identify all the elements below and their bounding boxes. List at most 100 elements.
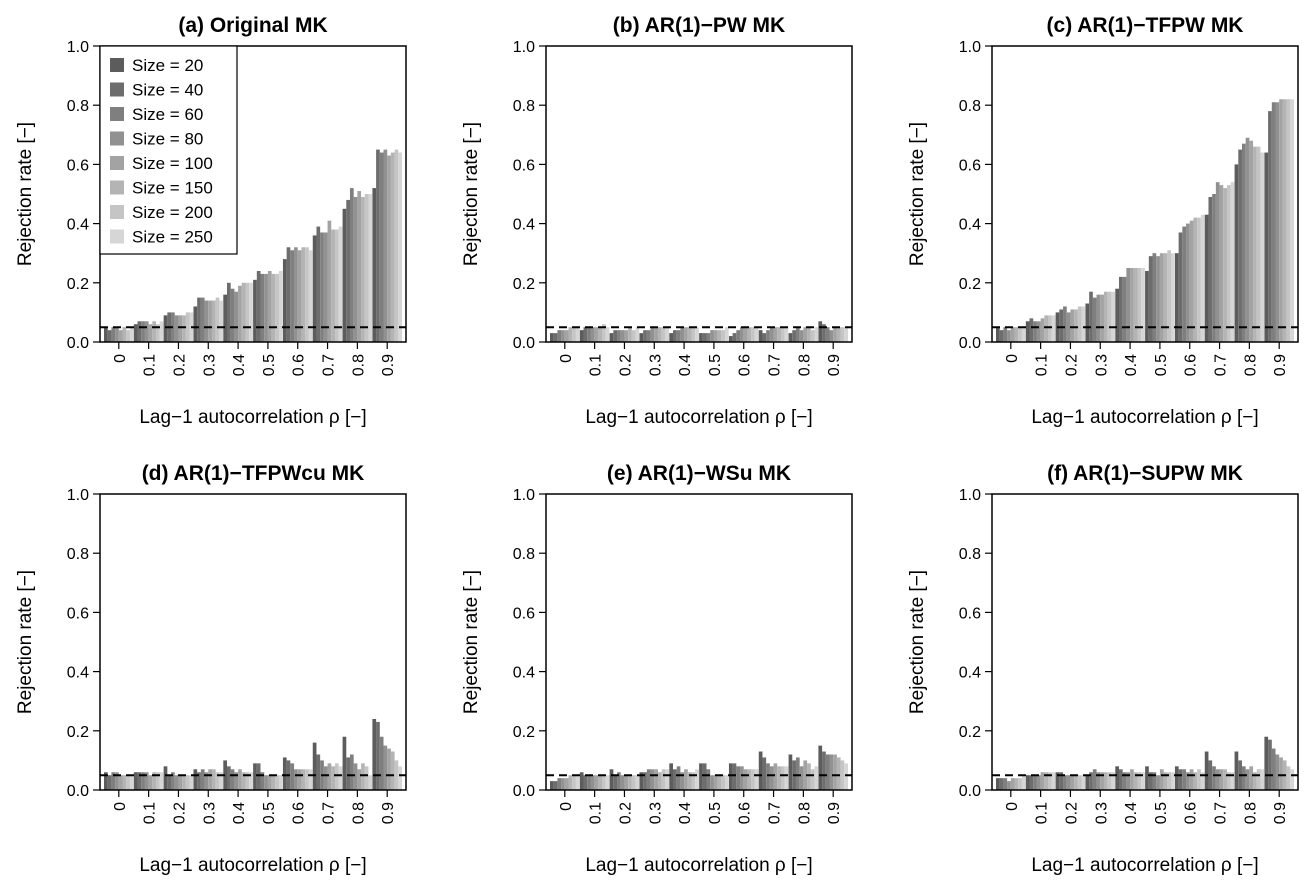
bar-series-2-cat-6 <box>702 763 707 790</box>
bar-series-1-cat-7 <box>728 336 733 342</box>
bar-series-2-cat-7 <box>732 333 737 342</box>
bar-series-1-cat-5 <box>1115 288 1119 342</box>
bar-series-8-cat-7 <box>754 327 759 342</box>
bar-series-6-cat-4 <box>1103 291 1108 342</box>
bar-series-6-cat-9 <box>361 763 365 790</box>
bar-series-2-cat-4 <box>197 297 201 342</box>
y-tick-label: 1.0 <box>67 487 89 504</box>
legend-label-8: Size = 250 <box>132 228 213 247</box>
bar-series-7-cat-10 <box>1286 99 1291 342</box>
bar-series-3-cat-10 <box>825 754 830 790</box>
bar-series-6-cat-2 <box>598 327 603 342</box>
x-axis-label: Lag−1 autocorrelation ρ [−] <box>139 855 366 876</box>
bar-series-6-cat-1 <box>1014 327 1019 342</box>
bar-series-4-cat-2 <box>144 321 149 342</box>
bar-series-4-cat-8 <box>323 766 328 790</box>
bar-series-3-cat-4 <box>646 330 651 342</box>
bar-series-5-cat-4 <box>654 769 658 790</box>
bar-series-4-cat-2 <box>590 775 595 790</box>
x-tick-label: 0.2 <box>1063 802 1080 824</box>
y-tick-label: 0.2 <box>67 724 89 741</box>
bar-series-3-cat-8 <box>1212 194 1216 342</box>
bar-series-4-cat-2 <box>590 327 595 342</box>
bar-series-5-cat-5 <box>684 327 688 342</box>
y-tick-label: 0.0 <box>67 783 89 800</box>
bar-series-5-cat-7 <box>1189 220 1194 342</box>
bar-series-5-cat-9 <box>803 760 808 790</box>
bar-series-7-cat-9 <box>364 766 369 790</box>
bar-series-8-cat-6 <box>725 327 729 342</box>
bar-series-7-cat-6 <box>721 330 726 342</box>
bar-series-3-cat-4 <box>1092 297 1097 342</box>
bar-series-1-cat-10 <box>1264 152 1269 342</box>
bar-series-1-cat-10 <box>818 321 823 342</box>
bar-series-7-cat-3 <box>185 775 190 790</box>
y-tick-label: 0.6 <box>959 605 981 622</box>
legend-swatch-4 <box>110 131 124 146</box>
y-axis-label: Rejection rate [−] <box>15 122 36 266</box>
bar-series-7-cat-2 <box>156 772 160 790</box>
bar-series-1-cat-6 <box>699 763 703 790</box>
bar-series-6-cat-3 <box>182 315 186 342</box>
chart-panel-5: (e) AR(1)−WSu MK 0.0 0.2 0.4 0.6 0.8 1.0 0 0.1 0.… <box>461 462 853 876</box>
bar-series-8-cat-2 <box>159 772 164 790</box>
bar-series-2-cat-8 <box>1208 196 1213 342</box>
bar-series-7-cat-7 <box>305 769 309 790</box>
bar-series-1-cat-5 <box>223 294 227 342</box>
bar-series-6-cat-5 <box>1133 268 1138 342</box>
bar-series-5-cat-4 <box>208 300 212 342</box>
bar-series-8-cat-5 <box>249 772 253 790</box>
bar-series-3-cat-10 <box>1271 748 1276 790</box>
bar-series-8-cat-6 <box>725 775 729 790</box>
bar-series-3-cat-7 <box>1182 226 1187 342</box>
bar-series-1-cat-4 <box>1085 303 1090 342</box>
bar-series-2-cat-8 <box>762 757 767 790</box>
bar-series-4-cat-4 <box>1096 772 1101 790</box>
bar-series-8-cat-7 <box>308 769 313 790</box>
x-tick-label: 0.2 <box>617 802 634 824</box>
bar-series-6-cat-2 <box>1044 315 1049 342</box>
bar-series-6-cat-10 <box>1282 99 1287 342</box>
bar-series-5-cat-8 <box>327 763 332 790</box>
bar-series-4-cat-1 <box>561 330 565 342</box>
chart-panel-6: (f) AR(1)−SUPW MK 0.0 0.2 0.4 0.6 0.8 1.0 0 0.1 0… <box>907 462 1299 876</box>
bar-series-2-cat-2 <box>583 327 588 342</box>
bar-series-7-cat-5 <box>691 327 696 342</box>
x-tick-label: 0.9 <box>380 802 397 824</box>
x-tick-label: 0 <box>112 354 129 363</box>
bar-series-3-cat-9 <box>795 327 800 342</box>
bar-series-7-cat-2 <box>602 324 606 342</box>
bar-series-6-cat-9 <box>1253 146 1257 342</box>
bar-series-7-cat-8 <box>780 327 785 342</box>
x-tick-label: 0.7 <box>321 354 338 376</box>
bar-series-1-cat-8 <box>758 751 763 790</box>
x-tick-label: 0.5 <box>1153 802 1170 824</box>
bar-series-3-cat-1 <box>1003 327 1008 342</box>
bar-series-5-cat-10 <box>387 748 391 790</box>
bar-series-2-cat-7 <box>286 247 291 342</box>
bar-series-2-cat-1 <box>999 778 1004 790</box>
legend-label-3: Size = 60 <box>132 105 203 124</box>
legend-box <box>99 45 238 255</box>
bar-series-6-cat-5 <box>687 327 692 342</box>
bar-series-5-cat-8 <box>773 327 778 342</box>
y-tick-label: 0.4 <box>67 665 89 682</box>
bar-series-3-cat-2 <box>141 772 145 790</box>
plot-frame <box>99 493 407 791</box>
bar-series-3-cat-8 <box>1212 766 1216 790</box>
bar-series-1-cat-1 <box>996 778 1000 790</box>
y-tick-label: 0.0 <box>959 783 981 800</box>
bar-series-2-cat-3 <box>167 775 172 790</box>
bar-series-6-cat-6 <box>1163 772 1168 790</box>
bar-series-1-cat-8 <box>312 235 317 342</box>
y-tick-label: 0.8 <box>67 546 89 563</box>
x-tick-label: 0.1 <box>1034 354 1051 376</box>
bar-series-2-cat-10 <box>1268 111 1272 343</box>
bar-series-8-cat-6 <box>1171 772 1175 790</box>
bar-series-1-cat-2 <box>1025 775 1030 790</box>
chart-panel-3: (c) AR(1)−TFPW MK 0.0 0.2 0.4 0.6 0.8 1.0 0 0.1 0… <box>907 14 1299 428</box>
bar-series-6-cat-1 <box>122 327 127 342</box>
bar-series-2-cat-6 <box>1148 772 1153 790</box>
bar-series-3-cat-8 <box>766 330 770 342</box>
bar-series-4-cat-5 <box>1126 268 1131 342</box>
